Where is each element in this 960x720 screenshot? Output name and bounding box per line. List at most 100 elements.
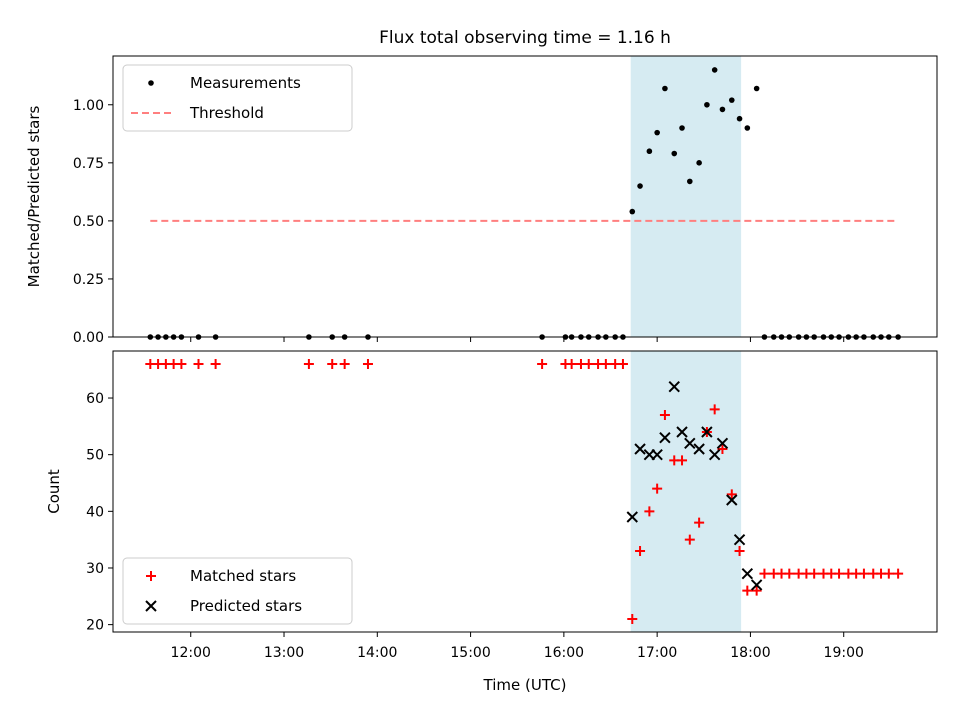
x-tick-label: 17:00 (637, 645, 677, 661)
measurement-point (696, 160, 702, 166)
measurement-point (671, 150, 678, 157)
legend-label: Threshold (189, 104, 264, 122)
matched-star-point (893, 568, 904, 579)
measurement-point (654, 129, 660, 136)
y-tick-label: 0.50 (73, 214, 104, 230)
legend-label: Matched stars (190, 567, 296, 585)
y-tick-label: 60 (86, 391, 104, 407)
matched-star-point (709, 404, 720, 415)
matched-star-point (339, 359, 350, 370)
y-axis-label: Count (45, 469, 63, 514)
legend-box (122, 64, 353, 132)
matched-star-point (717, 444, 728, 455)
matched-star-point (726, 489, 737, 500)
predicted-star-point (651, 448, 663, 461)
y-tick-label: 50 (86, 448, 104, 464)
predicted-star-point (708, 448, 721, 461)
predicted-star-point (733, 533, 746, 546)
predicted-star-point (693, 443, 705, 455)
matched-star-point (652, 483, 663, 494)
y-tick-label: 20 (86, 618, 104, 634)
x-tick-label: 12:00 (171, 645, 211, 661)
legend-label: Measurements (190, 74, 301, 92)
y-tick-label: 0.00 (73, 330, 104, 346)
x-tick-label: 14:00 (357, 645, 397, 661)
matched-star-point (883, 568, 894, 579)
matched-star-point (809, 568, 820, 579)
measurement-point (719, 106, 726, 113)
matched-star-point (583, 359, 594, 370)
matched-star-point (759, 568, 770, 579)
measurement-point (736, 115, 743, 122)
legend-marker-predicted (145, 600, 157, 612)
shaded-interval (630, 351, 742, 632)
measurement-point (629, 208, 636, 215)
matched-star-point (784, 568, 795, 579)
predicted-star-point (716, 437, 729, 450)
matched-star-point (617, 359, 628, 370)
bottom-panel: 20 30 40 50 60 12:00 13:00 14:00 15:00 16:00 17:00… (45, 350, 938, 694)
y-tick-label: 40 (86, 504, 104, 520)
legend-marker-measurements (148, 80, 154, 86)
measurement-point (687, 178, 693, 185)
x-tick-label: 19:00 (824, 645, 864, 661)
matched-star-point (210, 359, 221, 370)
predicted-star-point (701, 426, 713, 438)
matched-star-point (644, 506, 655, 517)
measurement-point (744, 125, 751, 131)
measurement-point (679, 125, 685, 131)
legend-label: Predicted stars (190, 597, 302, 615)
matched-star-point (327, 359, 338, 370)
measurement-point (753, 85, 760, 92)
matched-star-point (193, 359, 204, 370)
predicted-star-point (634, 443, 646, 455)
y-tick-label: 1.00 (73, 98, 104, 114)
matched-star-point (600, 359, 611, 370)
matched-star-point (858, 568, 869, 579)
matched-star-point (734, 545, 745, 556)
predicted-star-point (659, 431, 671, 444)
shaded-interval (630, 56, 742, 337)
x-tick-label: 16:00 (544, 645, 584, 661)
x-tick-label: 13:00 (264, 645, 304, 661)
matched-star-point (742, 585, 753, 596)
chart-title: Flux total observing time = 1.16 h (379, 28, 671, 48)
y-axis-label: Matched/Predicted stars (25, 106, 43, 288)
matched-star-point (677, 455, 688, 466)
x-axis-label: Time (UTC) (483, 676, 567, 694)
measurement-point (728, 97, 735, 103)
measurement-point (662, 85, 668, 92)
matched-star-point (566, 359, 577, 370)
legend-box (122, 557, 353, 625)
legend-marker-matched (146, 571, 156, 581)
y-tick-label: 0.25 (73, 272, 104, 288)
axes-frame (112, 55, 938, 338)
measurement-point (711, 67, 718, 73)
matched-star-point (362, 359, 373, 370)
top-panel: 0.00 0.25 0.50 0.75 1.00 Matched/Predicted st… (25, 55, 938, 346)
matched-star-point (751, 585, 762, 596)
x-tick-label: 15:00 (450, 645, 490, 661)
measurement-point (637, 183, 643, 189)
predicted-star-point (668, 380, 680, 393)
predicted-star-point (676, 426, 688, 438)
predicted-star-point (750, 579, 763, 591)
matched-star-point (684, 534, 695, 545)
y-tick-label: 0.75 (73, 156, 104, 172)
matched-star-point (659, 410, 670, 421)
axes-frame (112, 350, 938, 633)
matched-star-point (627, 613, 638, 624)
predicted-star-point (741, 567, 754, 580)
measurement-point (646, 148, 653, 155)
x-tick-label: 18:00 (730, 645, 770, 661)
predicted-star-point (684, 437, 696, 450)
measurement-point (704, 101, 710, 108)
matched-star-point (694, 517, 705, 528)
predicted-star-point (626, 511, 638, 523)
matched-star-point (635, 545, 646, 556)
matched-star-point (537, 359, 548, 370)
y-tick-label: 30 (86, 561, 104, 577)
predicted-star-point (726, 494, 738, 506)
matched-star-point (303, 359, 314, 370)
